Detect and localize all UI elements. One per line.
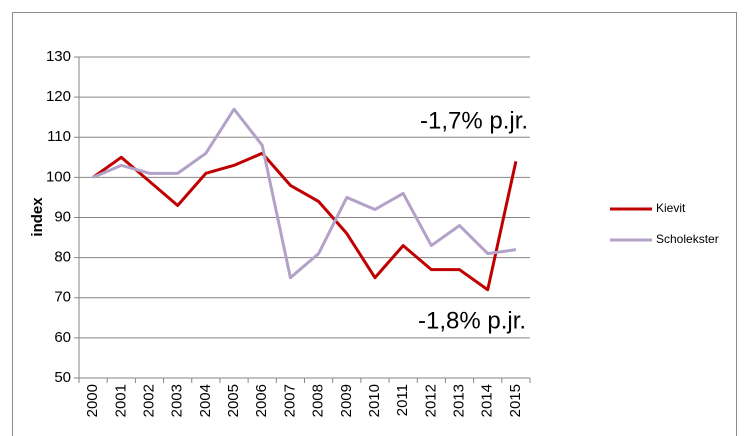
legend-label: Kievit — [656, 201, 686, 215]
y-axis-label: index — [29, 197, 46, 237]
x-tick-label: 2015 — [507, 384, 524, 417]
chart-frame — [12, 12, 737, 436]
x-tick-label: 2008 — [310, 384, 327, 417]
x-tick-label: 2006 — [253, 384, 270, 417]
x-tick-label: 2010 — [366, 384, 383, 417]
x-tick-label: 2005 — [225, 384, 242, 417]
x-tick-label: 2002 — [140, 384, 157, 417]
legend-label: Scholekster — [656, 232, 719, 246]
x-tick-label: 2011 — [394, 384, 411, 416]
y-tick-label: 90 — [54, 208, 71, 225]
x-tick-label: 2004 — [197, 384, 214, 417]
x-tick-label: 2003 — [169, 384, 186, 417]
x-tick-label: 2001 — [112, 384, 129, 417]
y-tick-label: 120 — [46, 88, 71, 105]
line-series — [92, 107, 517, 280]
x-tick-label: 2007 — [281, 384, 298, 417]
annotation: -1,8% p.jr. — [418, 307, 526, 334]
y-tick-label: 100 — [46, 168, 71, 185]
y-tick-label: 60 — [54, 329, 71, 346]
x-tick-label: 2014 — [479, 384, 496, 417]
y-tick-label: 80 — [54, 249, 71, 266]
y-tick-label: 70 — [54, 289, 71, 306]
y-tick-label: 50 — [54, 369, 71, 386]
y-tick-label: 110 — [47, 128, 71, 145]
annotation: -1,7% p.jr. — [420, 107, 528, 134]
x-tick-label: 2012 — [422, 384, 439, 417]
y-tick-label: 130 — [46, 48, 71, 65]
x-tick-label: 2013 — [451, 384, 468, 417]
line-series — [92, 151, 518, 292]
x-tick-label: 2000 — [84, 384, 101, 417]
x-tick-label: 2009 — [338, 384, 355, 417]
